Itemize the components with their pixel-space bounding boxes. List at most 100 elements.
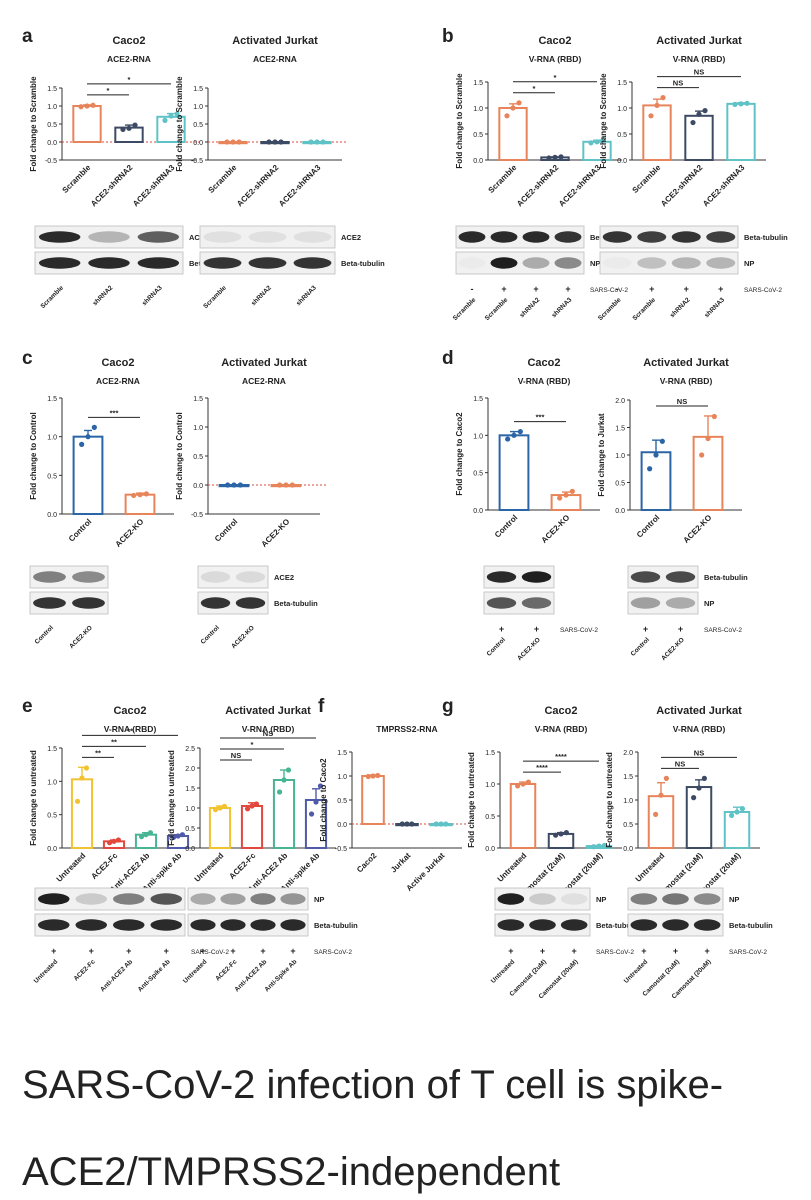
chart-subtitle: ACE2-RNA: [242, 376, 286, 386]
blot-band: [38, 257, 81, 269]
sars-sign: +: [508, 946, 513, 956]
y-tick-label: 1.5: [623, 774, 633, 781]
blot-lane-label: shRNA3: [141, 284, 164, 307]
data-point: [314, 139, 320, 145]
data-point: [653, 811, 659, 818]
y-tick-label: 0.5: [337, 798, 347, 805]
data-point: [696, 785, 702, 791]
blot-band: [706, 231, 736, 243]
bar-camostat-2um-: [685, 786, 713, 849]
data-point: [249, 803, 255, 809]
y-tick-label: -0.5: [335, 846, 347, 853]
data-point: [699, 452, 705, 458]
blot-band: [529, 893, 556, 905]
chart-title: Activated Jurkat: [656, 35, 742, 47]
bar-scramble: [72, 105, 102, 143]
sars-sign: +: [164, 946, 169, 956]
y-axis-label: Fold change to untreated: [467, 752, 476, 848]
blot-band: [497, 919, 525, 931]
western-blot: ACE2 Beta-tubulin Scramble shRNA2 shRNA3: [199, 225, 385, 310]
panel-label-e: e: [22, 696, 33, 717]
blot-lane-label: Untreated: [623, 958, 649, 984]
blot-band: [293, 257, 332, 269]
category-label: ACE2-shRNA3: [701, 163, 747, 209]
data-point: [596, 843, 602, 849]
data-point: [143, 491, 149, 497]
chart-c-activated-jurkat: Activated Jurkat ACE2-RNA Fold change to C…: [175, 357, 326, 650]
blot-band: [220, 893, 246, 905]
data-point: [131, 492, 137, 499]
y-tick-label: 0.0: [623, 846, 633, 853]
blot-band: [521, 597, 552, 609]
data-point: [691, 795, 697, 801]
sars-label: SARS-CoV-2: [744, 287, 782, 294]
bar-untreated: [647, 795, 675, 849]
panel-label-d: d: [442, 348, 454, 369]
sars-sign: +: [260, 946, 265, 956]
blot-band-label: ACE2: [189, 233, 209, 242]
blot-band: [630, 893, 658, 905]
y-tick-label: 1.5: [617, 80, 627, 87]
data-point: [563, 492, 569, 498]
data-point: [313, 799, 319, 805]
category-label: Control: [213, 517, 239, 543]
blot-band: [458, 231, 486, 243]
blot-band: [560, 893, 588, 905]
blot-band-label: Beta-tubulin: [314, 921, 358, 930]
category-label: Scramble: [207, 163, 239, 195]
data-point: [217, 805, 223, 811]
bar-ace2-fc: [240, 805, 264, 849]
blot-band-label: NP: [704, 599, 714, 608]
bar-untreated: [70, 778, 94, 849]
blot-band: [190, 919, 216, 931]
data-point: [517, 429, 523, 435]
blot-band: [38, 893, 70, 905]
y-tick-label: 1.0: [617, 106, 627, 113]
y-tick-label: 0.5: [617, 132, 627, 139]
blot-band-label: Beta-tubulin: [596, 921, 640, 930]
data-point: [732, 101, 738, 107]
y-tick-label: 1.5: [193, 86, 203, 93]
blot-band: [38, 919, 70, 931]
panel-label-c: c: [22, 348, 33, 369]
y-tick-label: 2.0: [185, 766, 195, 773]
y-tick-label: -0.5: [191, 158, 203, 165]
blot-band: [693, 893, 721, 905]
y-axis-label: Fold change to Caco2: [455, 412, 464, 496]
sars-sign: +: [718, 284, 723, 294]
category-label: ACE2-KO: [682, 513, 714, 545]
blot-strip: [599, 251, 739, 275]
chart-subtitle: V-RNA (RBD): [518, 376, 571, 386]
y-tick-label: 0.0: [617, 158, 627, 165]
data-point: [143, 832, 149, 838]
y-tick-label: 1.0: [193, 425, 203, 432]
data-point: [404, 821, 410, 827]
blot-band: [529, 919, 556, 931]
y-tick-label: 0.0: [185, 846, 195, 853]
blot-band: [75, 893, 107, 905]
blot-lane-label: ACE2-KO: [230, 624, 256, 650]
chart-f-tmprss2: TMPRSS2-RNA Fold change to Caco2 -0.5 0.0 0.…: [319, 724, 468, 893]
category-label: ACE2-Fc: [227, 851, 257, 881]
significance-label: *: [107, 86, 110, 95]
sars-label: SARS-CoV-2: [560, 627, 598, 634]
y-axis-label: Fold change to untreated: [605, 752, 614, 848]
data-point: [438, 821, 444, 827]
data-point: [557, 495, 563, 501]
data-point: [84, 103, 90, 109]
data-point: [162, 117, 168, 123]
data-point: [231, 482, 237, 488]
y-tick-label: 1.0: [473, 433, 483, 440]
blot-lane-label: Anti-Spike Ab: [264, 958, 299, 993]
blot-band: [38, 231, 81, 243]
category-label: ACE2-shRNA2: [659, 163, 705, 209]
blot-lane-label: Untreated: [490, 958, 516, 984]
blot-band: [662, 919, 689, 931]
data-point: [553, 832, 559, 838]
blot-lane-label: ACE2-KO: [516, 636, 542, 662]
blot-lane-label: shRNA2: [92, 284, 115, 307]
y-axis-label: Fold change to untreated: [29, 750, 38, 846]
blot-band: [88, 231, 130, 243]
sars-label: SARS-CoV-2: [314, 949, 352, 956]
chart-subtitle: V-RNA (RBD): [660, 376, 713, 386]
